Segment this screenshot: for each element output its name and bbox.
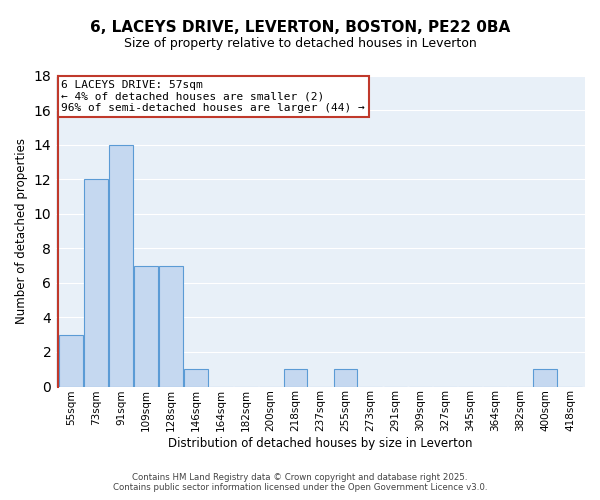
Text: Size of property relative to detached houses in Leverton: Size of property relative to detached ho… — [124, 38, 476, 51]
Text: 6, LACEYS DRIVE, LEVERTON, BOSTON, PE22 0BA: 6, LACEYS DRIVE, LEVERTON, BOSTON, PE22 … — [90, 20, 510, 35]
Bar — [59, 334, 83, 386]
Bar — [84, 179, 108, 386]
Bar — [159, 266, 183, 386]
Bar — [134, 266, 158, 386]
Bar — [533, 370, 557, 386]
Bar — [284, 370, 307, 386]
Bar — [109, 144, 133, 386]
Text: 6 LACEYS DRIVE: 57sqm
← 4% of detached houses are smaller (2)
96% of semi-detach: 6 LACEYS DRIVE: 57sqm ← 4% of detached h… — [61, 80, 365, 114]
Bar — [334, 370, 358, 386]
Text: Contains HM Land Registry data © Crown copyright and database right 2025.
Contai: Contains HM Land Registry data © Crown c… — [113, 473, 487, 492]
Y-axis label: Number of detached properties: Number of detached properties — [15, 138, 28, 324]
X-axis label: Distribution of detached houses by size in Leverton: Distribution of detached houses by size … — [169, 437, 473, 450]
Bar — [184, 370, 208, 386]
